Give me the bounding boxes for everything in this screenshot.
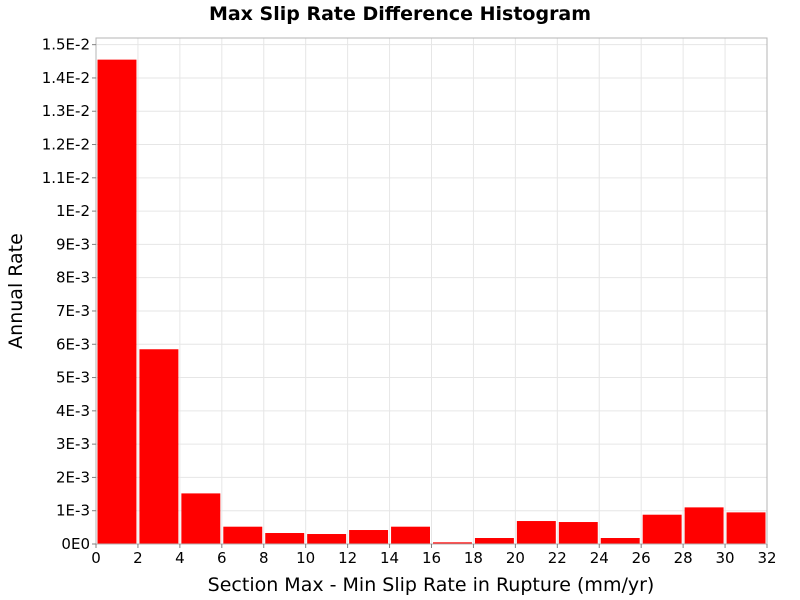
x-tick-label: 0 (91, 549, 101, 567)
x-tick-label: 4 (175, 549, 185, 567)
y-tick-label: 9E-3 (56, 235, 90, 253)
y-tick-label: 1.5E-2 (42, 36, 90, 54)
x-tick-label: 28 (674, 549, 693, 567)
histogram-bar (433, 542, 472, 544)
x-tick-label: 18 (464, 549, 483, 567)
y-tick-label: 8E-3 (56, 269, 90, 287)
x-tick-label: 24 (590, 549, 609, 567)
grid-lines (95, 38, 768, 545)
y-axis-label: Annual Rate (5, 233, 27, 349)
y-tick-label: 5E-3 (56, 369, 90, 387)
y-tick-label: 6E-3 (56, 335, 90, 353)
x-tick-label: 26 (632, 549, 651, 567)
histogram-bar (307, 534, 347, 544)
histogram-bar (181, 493, 221, 544)
histogram-bar (391, 526, 430, 544)
x-tick-label: 2 (133, 549, 143, 567)
histogram-bar (265, 533, 305, 544)
histogram-bar (349, 530, 389, 544)
bars (97, 59, 766, 545)
histogram-bar (223, 526, 263, 544)
histogram-bar (97, 59, 137, 545)
x-tick-label: 6 (217, 549, 227, 567)
y-tick-label: 1.4E-2 (42, 69, 90, 87)
y-axis-ticks: 0E0 1E-3 2E-3 3E-3 4E-3 5E-3 6E-3 7E-3 8E-3 9E-3 1… (42, 36, 96, 553)
histogram-bar (726, 512, 766, 544)
x-tick-label: 16 (422, 549, 441, 567)
y-tick-label: 1.3E-2 (42, 102, 90, 120)
x-axis-label: Section Max - Min Slip Rate in Rupture (… (208, 574, 655, 596)
chart-title: Max Slip Rate Difference Histogram (209, 3, 591, 25)
y-tick-label: 7E-3 (56, 302, 90, 320)
y-tick-label: 1E-3 (56, 502, 90, 520)
x-tick-label: 8 (259, 549, 269, 567)
x-tick-label: 20 (506, 549, 525, 567)
y-tick-label: 1E-2 (56, 202, 90, 220)
x-tick-label: 30 (716, 549, 735, 567)
y-tick-label: 4E-3 (56, 402, 90, 420)
y-tick-label: 1.2E-2 (42, 136, 90, 154)
y-tick-label: 2E-3 (56, 468, 90, 486)
x-tick-label: 32 (757, 549, 776, 567)
y-tick-label: 0E0 (61, 535, 90, 553)
x-tick-label: 10 (296, 549, 315, 567)
histogram-bar (684, 507, 724, 544)
histogram-bar (516, 521, 556, 544)
histogram-bar (139, 349, 179, 544)
histogram-bar (474, 538, 514, 544)
histogram-bar (558, 522, 598, 544)
y-tick-label: 3E-3 (56, 435, 90, 453)
histogram-bar (642, 514, 682, 544)
x-tick-label: 14 (380, 549, 399, 567)
x-axis-ticks: 0 2 4 6 8 10 12 14 16 18 20 22 24 26 28 30 32 (91, 544, 777, 567)
x-tick-label: 12 (338, 549, 357, 567)
y-tick-label: 1.1E-2 (42, 169, 90, 187)
histogram-bar (600, 538, 640, 544)
x-tick-label: 22 (548, 549, 567, 567)
